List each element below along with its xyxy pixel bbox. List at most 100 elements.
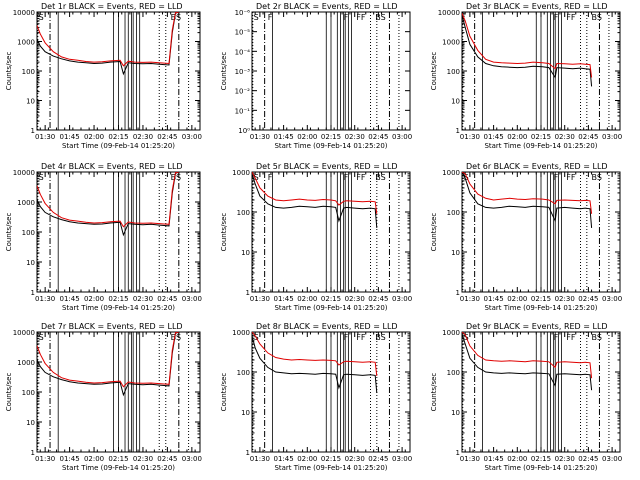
x-tick-label: 02:45 — [157, 455, 177, 463]
y-tick-label: 10 — [451, 98, 460, 106]
x-tick-label: 02:30 — [133, 295, 153, 303]
flag-label: BS — [375, 13, 385, 22]
series-line-events — [462, 172, 593, 228]
y-tick-label: 1 — [31, 289, 35, 297]
x-tick-label: 02:00 — [297, 455, 317, 463]
x-axis-label: Start Time (09-Feb-14 01:25:20) — [484, 304, 597, 312]
x-tick-label: 02:15 — [531, 133, 551, 141]
series-line-lld — [37, 172, 179, 228]
y-tick-label: 10 — [451, 409, 460, 417]
x-tick-label: 02:15 — [531, 455, 551, 463]
flag-label: F — [268, 13, 273, 22]
x-tick-label: 02:45 — [368, 455, 388, 463]
flag-label: BS — [592, 173, 602, 182]
flag-label: FF — [566, 13, 576, 22]
y-tick-label: 10⁻² — [235, 88, 251, 96]
y-axis-label: Counts/sec — [430, 213, 438, 252]
x-tick-label: 02:15 — [531, 295, 551, 303]
series-line-lld — [37, 332, 179, 388]
y-tick-label: 100 — [447, 68, 460, 76]
x-tick-label: 01:45 — [484, 133, 504, 141]
flag-label: F — [344, 13, 349, 22]
flag-label: FF — [356, 333, 366, 342]
flag-label: F — [268, 173, 273, 182]
series-line-events — [462, 333, 593, 391]
x-tick-label: 01:45 — [60, 295, 80, 303]
x-tick-label: 03:00 — [602, 295, 622, 303]
x-axis-label: Start Time (09-Feb-14 01:25:20) — [274, 142, 387, 150]
y-tick-label: 10000 — [13, 9, 35, 17]
x-tick-label: 03:00 — [392, 133, 412, 141]
flag-label: BS — [592, 333, 602, 342]
chart-title: Det 2r BLACK = Events, RED = LLD — [256, 2, 398, 11]
flag-label: F — [344, 173, 349, 182]
chart-title: Det 4r BLACK = Events, RED = LLD — [41, 162, 183, 171]
x-tick-label: 02:00 — [297, 133, 317, 141]
flag-label: BS — [171, 13, 181, 22]
y-tick-label: 100 — [447, 369, 460, 377]
x-tick-label: 02:45 — [157, 133, 177, 141]
x-tick-label: 02:00 — [507, 295, 527, 303]
x-tick-label: 02:15 — [321, 455, 341, 463]
x-tick-label: 02:30 — [555, 295, 575, 303]
flag-label: S — [254, 13, 259, 22]
y-tick-label: 10000 — [13, 169, 35, 177]
y-tick-label: 1 — [456, 289, 460, 297]
y-tick-label: 10 — [451, 249, 460, 257]
chart-title: Det 7r BLACK = Events, RED = LLD — [41, 322, 183, 331]
y-tick-label: 10 — [26, 259, 35, 267]
flag-label: BS — [592, 13, 602, 22]
x-tick-label: 02:00 — [507, 133, 527, 141]
series-line-lld — [252, 332, 378, 376]
chart-panel-3: Det 3r BLACK = Events, RED = LLD 1 10 100 10… — [430, 2, 622, 150]
y-tick-label: 100 — [22, 389, 35, 397]
y-tick-label: 100 — [237, 369, 250, 377]
chart-panel-1: Det 1r BLACK = Events, RED = LLD 1 10 100 10… — [5, 2, 202, 150]
x-tick-label: 01:45 — [274, 295, 294, 303]
series-line-events — [252, 173, 378, 228]
x-axis-label: Start Time (09-Feb-14 01:25:20) — [484, 142, 597, 150]
y-tick-label: 1 — [246, 289, 250, 297]
chart-title: Det 8r BLACK = Events, RED = LLD — [256, 322, 398, 331]
y-tick-label: 100 — [22, 229, 35, 237]
x-tick-label: 01:45 — [274, 455, 294, 463]
y-axis-label: Counts/sec — [5, 373, 13, 412]
y-tick-label: 10000 — [438, 9, 460, 17]
x-tick-label: 01:30 — [460, 295, 480, 303]
y-axis-label: Counts/sec — [5, 52, 13, 91]
y-tick-label: 10000 — [13, 329, 35, 337]
chart-panel-8: Det 8r BLACK = Events, RED = LLD 1 10 100 10… — [220, 322, 412, 472]
series-line-events — [37, 12, 179, 76]
x-tick-label: 01:45 — [274, 133, 294, 141]
x-axis-label: Start Time (09-Feb-14 01:25:20) — [62, 464, 175, 472]
x-tick-label: 02:15 — [321, 133, 341, 141]
y-tick-label: 10 — [241, 409, 250, 417]
flag-label: F — [554, 173, 559, 182]
x-tick-label: 01:30 — [35, 455, 55, 463]
x-tick-label: 03:00 — [392, 295, 412, 303]
series-line-events — [252, 335, 378, 393]
x-tick-label: 02:30 — [555, 133, 575, 141]
y-axis-label: Counts/sec — [430, 52, 438, 91]
y-axis-label: Counts/sec — [220, 213, 228, 252]
chart-title: Det 1r BLACK = Events, RED = LLD — [41, 2, 183, 11]
y-axis-label: Counts/sec — [220, 373, 228, 412]
chart-panel-4: Det 4r BLACK = Events, RED = LLD 1 10 100 10… — [5, 162, 202, 312]
series-line-events — [37, 332, 179, 397]
x-tick-label: 03:00 — [392, 455, 412, 463]
y-tick-label: 1 — [456, 127, 460, 135]
x-tick-label: 01:30 — [35, 295, 55, 303]
y-tick-label: 1000 — [17, 39, 35, 47]
x-tick-label: 01:30 — [460, 455, 480, 463]
chart-panel-6: Det 6r BLACK = Events, RED = LLD 1 10 100 10… — [430, 162, 622, 312]
flag-label: S — [254, 173, 259, 182]
x-axis-label: Start Time (09-Feb-14 01:25:20) — [274, 304, 387, 312]
chart-title: Det 6r BLACK = Events, RED = LLD — [466, 162, 608, 171]
chart-panel-2: Det 2r BLACK = Events, RED = LLD 10⁰ 10⁻¹ 1… — [220, 2, 412, 150]
y-tick-label: 1 — [456, 449, 460, 457]
chart-title: Det 9r BLACK = Events, RED = LLD — [466, 322, 608, 331]
x-tick-label: 02:00 — [84, 133, 104, 141]
flag-label: BS — [375, 173, 385, 182]
x-tick-label: 01:45 — [60, 133, 80, 141]
